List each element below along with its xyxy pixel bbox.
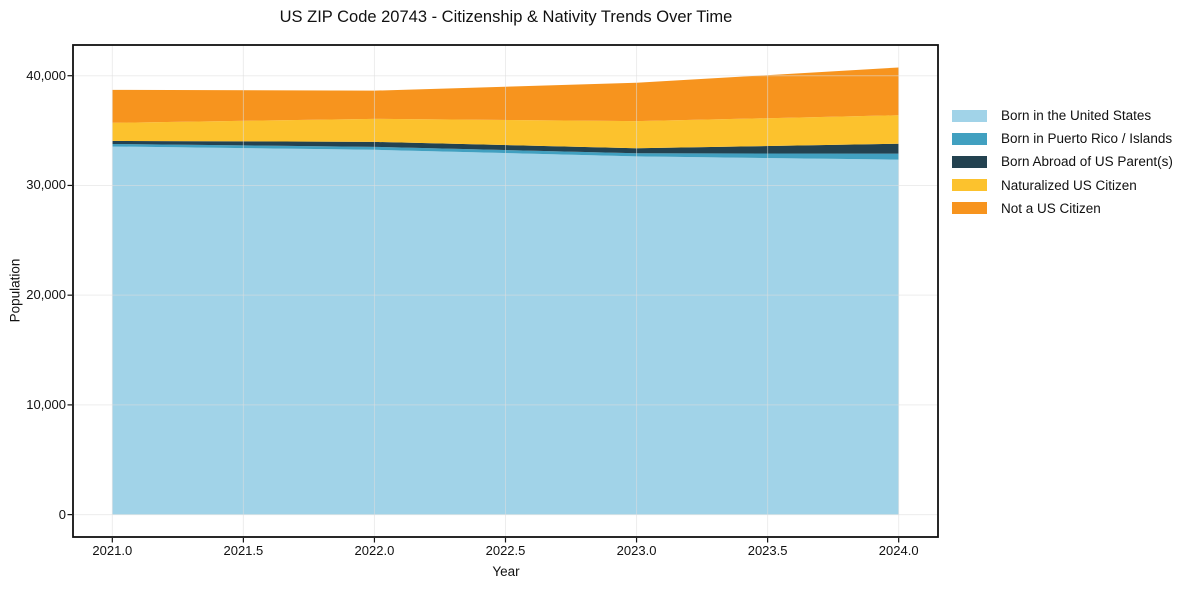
legend-label: Born in the United States bbox=[1001, 108, 1152, 124]
y-tick-label: 40,000 bbox=[26, 67, 66, 83]
x-axis-label: Year bbox=[492, 564, 520, 579]
legend-item: Naturalized US Citizen bbox=[952, 174, 1173, 197]
x-tick-label: 2022.0 bbox=[354, 543, 395, 558]
legend-item: Not a US Citizen bbox=[952, 197, 1173, 220]
legend-item: Born in Puerto Rico / Islands bbox=[952, 127, 1173, 150]
legend-swatch-not-citizen bbox=[952, 202, 987, 215]
x-tick-label: 2024.0 bbox=[878, 543, 919, 558]
y-tick-label: 20,000 bbox=[26, 287, 66, 303]
x-tick-label: 2023.5 bbox=[747, 543, 788, 558]
chart-title: US ZIP Code 20743 - Citizenship & Nativi… bbox=[279, 8, 733, 26]
legend-item: Born in the United States bbox=[952, 104, 1173, 127]
x-tick-label: 2021.5 bbox=[223, 543, 264, 558]
legend-label: Not a US Citizen bbox=[1001, 200, 1101, 216]
y-tick-label: 0 bbox=[58, 506, 66, 522]
plot-border bbox=[72, 44, 939, 538]
legend: Born in the United States Born in Puerto… bbox=[952, 104, 1173, 220]
y-tick-label: 30,000 bbox=[26, 177, 66, 193]
legend-label: Naturalized US Citizen bbox=[1001, 177, 1137, 193]
legend-swatch-naturalized bbox=[952, 179, 987, 192]
x-tick-label: 2021.0 bbox=[92, 543, 133, 558]
legend-item: Born Abroad of US Parent(s) bbox=[952, 150, 1173, 173]
legend-swatch-puerto-rico bbox=[952, 132, 987, 145]
y-tick-label: 10,000 bbox=[26, 396, 66, 412]
legend-label: Born Abroad of US Parent(s) bbox=[1001, 154, 1173, 170]
y-axis-label: Population bbox=[7, 258, 23, 323]
legend-swatch-born-us bbox=[952, 109, 987, 122]
legend-swatch-born-abroad bbox=[952, 155, 987, 168]
x-tick-label: 2022.5 bbox=[485, 543, 526, 558]
x-tick-label: 2023.0 bbox=[616, 543, 657, 558]
legend-label: Born in Puerto Rico / Islands bbox=[1001, 131, 1173, 147]
